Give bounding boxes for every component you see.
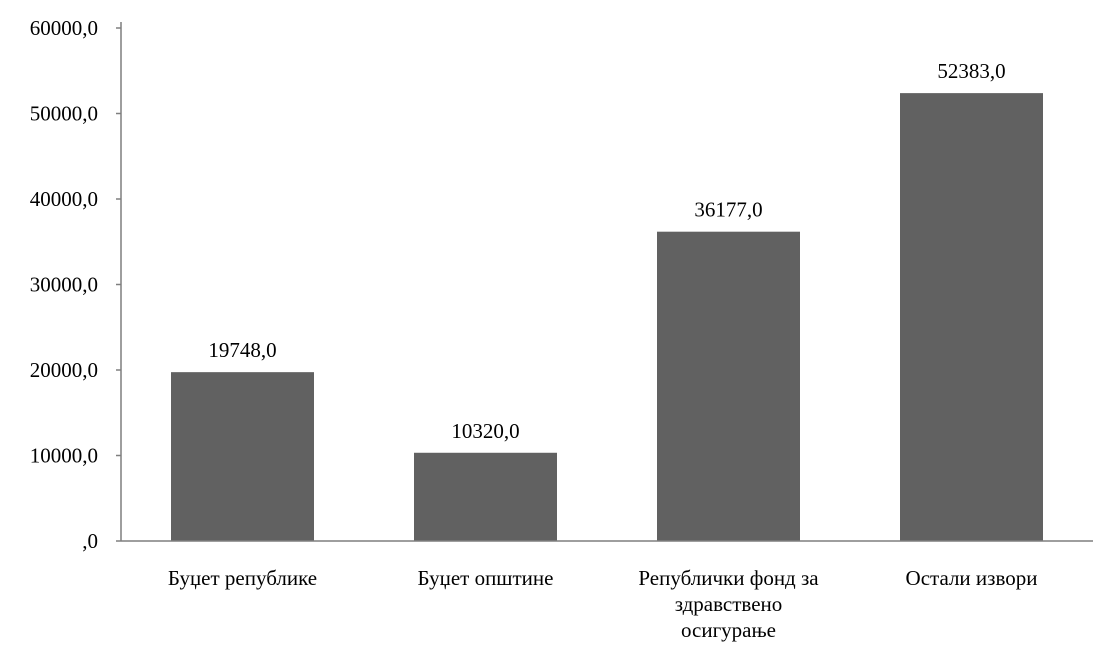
data-labels: 19748,0 10320,0 36177,0 52383,0	[208, 59, 1005, 443]
y-tick-label: ,0	[82, 529, 98, 553]
data-label: 19748,0	[208, 338, 276, 362]
bars	[171, 93, 1043, 541]
category-label-line: Буџет републике	[168, 566, 317, 590]
data-label: 52383,0	[937, 59, 1005, 83]
category-label-line: Остали извори	[906, 566, 1038, 590]
category-label-line: здравствено	[675, 592, 783, 616]
y-tick-label: 50000,0	[30, 102, 98, 126]
y-axis-ticks: ,0 10000,0 20000,0 30000,0 40000,0 50000,0 600…	[30, 16, 121, 553]
y-tick-label: 30000,0	[30, 273, 98, 297]
category-label-line: Буџет општине	[418, 566, 554, 590]
bar	[414, 452, 557, 541]
y-tick-label: 10000,0	[30, 444, 98, 468]
bar	[657, 231, 800, 541]
y-tick-label: 20000,0	[30, 358, 98, 382]
category-label: Буџет општине	[418, 566, 554, 590]
data-label: 10320,0	[451, 419, 519, 443]
category-label-line: Републички фонд за	[638, 566, 819, 590]
bar	[171, 372, 314, 541]
bar	[900, 93, 1043, 541]
category-label: Буџет републике	[168, 566, 317, 590]
category-label: Остали извори	[906, 566, 1038, 590]
x-axis-labels: Буџет републике Буџет општине Републички ф…	[168, 566, 1038, 642]
category-label: Републички фонд за здравствено осигурање	[638, 566, 819, 642]
category-label-line: осигурање	[681, 618, 776, 642]
y-tick-label: 60000,0	[30, 16, 98, 40]
y-tick-label: 40000,0	[30, 187, 98, 211]
data-label: 36177,0	[694, 198, 762, 222]
